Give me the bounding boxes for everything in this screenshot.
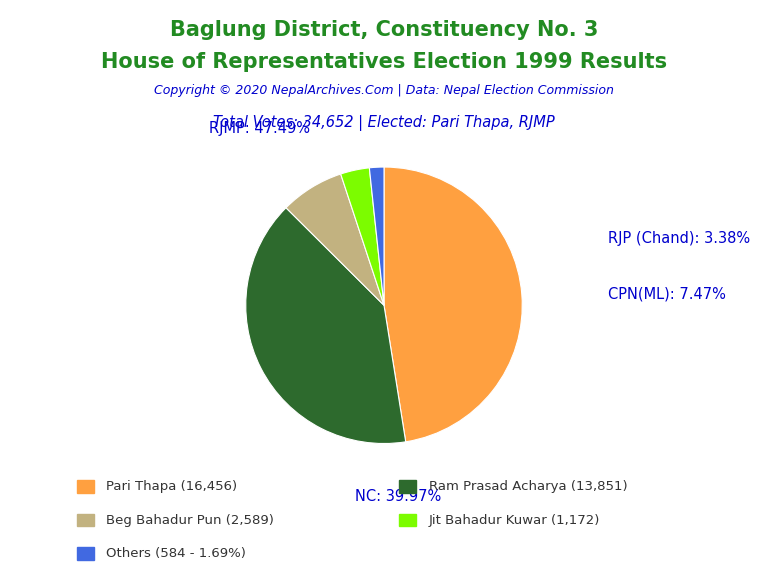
Text: Ram Prasad Acharya (13,851): Ram Prasad Acharya (13,851)	[429, 480, 627, 493]
Wedge shape	[246, 208, 406, 444]
Wedge shape	[384, 167, 522, 442]
Text: Jit Bahadur Kuwar (1,172): Jit Bahadur Kuwar (1,172)	[429, 514, 600, 526]
Text: CPN(ML): 7.47%: CPN(ML): 7.47%	[608, 287, 726, 302]
Text: Total Votes: 34,652 | Elected: Pari Thapa, RJMP: Total Votes: 34,652 | Elected: Pari Thap…	[214, 115, 554, 131]
Text: House of Representatives Election 1999 Results: House of Representatives Election 1999 R…	[101, 52, 667, 72]
Text: Copyright © 2020 NepalArchives.Com | Data: Nepal Election Commission: Copyright © 2020 NepalArchives.Com | Dat…	[154, 84, 614, 97]
Wedge shape	[341, 168, 384, 305]
Text: Pari Thapa (16,456): Pari Thapa (16,456)	[106, 480, 237, 493]
Wedge shape	[286, 174, 384, 305]
Text: RJP (Chand): 3.38%: RJP (Chand): 3.38%	[608, 232, 750, 247]
Text: Others (584 - 1.69%): Others (584 - 1.69%)	[106, 547, 246, 560]
Wedge shape	[369, 167, 384, 305]
Text: NC: 39.97%: NC: 39.97%	[355, 488, 441, 503]
Text: Baglung District, Constituency No. 3: Baglung District, Constituency No. 3	[170, 20, 598, 40]
Text: Beg Bahadur Pun (2,589): Beg Bahadur Pun (2,589)	[106, 514, 274, 526]
Text: RJMP: 47.49%: RJMP: 47.49%	[209, 121, 310, 136]
